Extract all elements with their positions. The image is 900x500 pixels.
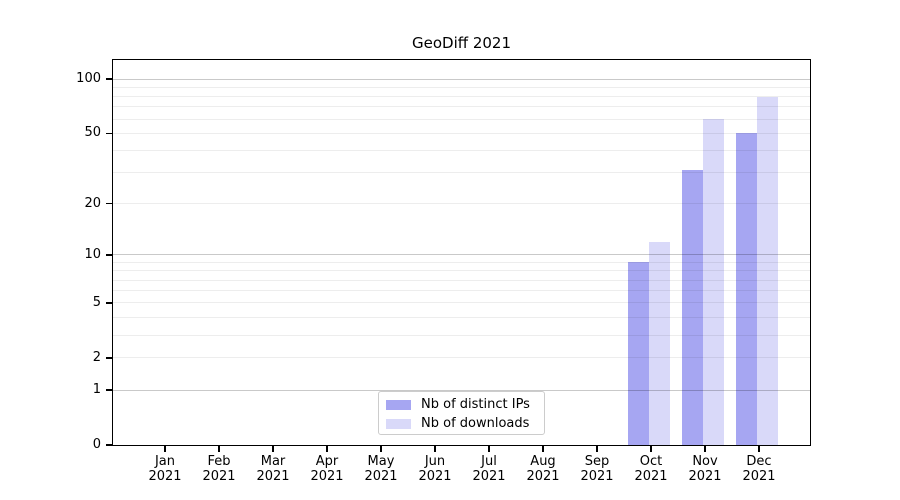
x-tick-oct xyxy=(650,445,652,452)
y-tick-20 xyxy=(106,202,113,205)
plot-area xyxy=(112,59,811,446)
x-tick-dec xyxy=(758,445,760,452)
x-tick-label-year: 2021 xyxy=(418,469,452,484)
x-axis: Jan 2021 Feb 2021 Mar 2021 Apr 2021 May 2021 Jun 20… xyxy=(113,445,810,500)
x-tick-label-month: Sep xyxy=(584,454,610,469)
x-tick-label-month: Feb xyxy=(207,454,231,469)
y-tick-1 xyxy=(106,389,113,391)
y-tick-0 xyxy=(106,444,113,446)
x-tick-label-year: 2021 xyxy=(202,469,236,484)
x-tick-may xyxy=(380,445,382,452)
x-tick-label-apr: Apr 2021 xyxy=(297,454,357,484)
x-tick-mar xyxy=(272,445,274,452)
x-tick-feb xyxy=(218,445,220,452)
y-tick-label-5: 5 xyxy=(92,294,101,310)
y-tick-label-100: 100 xyxy=(76,71,101,87)
y-tick-100 xyxy=(106,78,113,80)
x-tick-label-year: 2021 xyxy=(148,469,182,484)
x-tick-label-year: 2021 xyxy=(742,469,776,484)
x-tick-label-month: Nov xyxy=(692,454,718,469)
x-tick-label-year: 2021 xyxy=(526,469,560,484)
y-tick-label-2: 2 xyxy=(92,349,101,365)
x-tick-nov xyxy=(704,445,706,452)
x-tick-label-month: Mar xyxy=(260,454,286,469)
x-tick-label-month: Oct xyxy=(639,454,663,469)
x-tick-label-jun: Jun 2021 xyxy=(405,454,465,484)
x-tick-label-month: Aug xyxy=(530,454,556,469)
legend-swatch-nb-of-downloads xyxy=(386,418,411,429)
y-tick-label-10: 10 xyxy=(84,246,101,262)
x-tick-label-month: Jul xyxy=(481,454,497,469)
x-tick-label-mar: Mar 2021 xyxy=(243,454,303,484)
y-tick-label-1: 1 xyxy=(92,382,101,398)
x-tick-label-year: 2021 xyxy=(256,469,290,484)
y-tick-50 xyxy=(106,132,113,134)
legend: Nb of distinct IPs Nb of downloads xyxy=(378,391,545,435)
x-tick-label-month: Jun xyxy=(424,454,446,469)
x-tick-label-jul: Jul 2021 xyxy=(459,454,519,484)
y-tick-label-20: 20 xyxy=(84,195,101,211)
x-tick-label-sep: Sep 2021 xyxy=(567,454,627,484)
x-tick-jan xyxy=(164,445,166,452)
x-tick-label-year: 2021 xyxy=(580,469,614,484)
legend-item-nb-of-distinct-ips: Nb of distinct IPs xyxy=(379,395,544,414)
y-tick-label-50: 50 xyxy=(84,125,101,141)
x-tick-label-year: 2021 xyxy=(634,469,668,484)
legend-label-nb-of-downloads: Nb of downloads xyxy=(421,416,530,431)
bar-nb-of-downloads-dec xyxy=(757,96,778,445)
y-tick-2 xyxy=(106,357,113,359)
x-tick-label-year: 2021 xyxy=(310,469,344,484)
chart-title: GeoDiff 2021 xyxy=(411,34,512,52)
x-tick-label-month: Apr xyxy=(315,454,339,469)
y-axis: 0 1 2 5 10 20 50 100 xyxy=(0,60,113,452)
bar-nb-of-distinct-ips-dec xyxy=(736,133,757,445)
x-tick-label-year: 2021 xyxy=(364,469,398,484)
x-tick-sep xyxy=(596,445,598,452)
bar-nb-of-downloads-oct xyxy=(649,241,670,445)
x-tick-label-nov: Nov 2021 xyxy=(675,454,735,484)
x-tick-apr xyxy=(326,445,328,452)
bar-layer xyxy=(113,60,810,445)
x-tick-label-month: Dec xyxy=(746,454,772,469)
legend-item-nb-of-downloads: Nb of downloads xyxy=(379,414,544,433)
x-tick-jul xyxy=(488,445,490,452)
y-tick-10 xyxy=(106,254,113,256)
x-tick-label-month: Jan xyxy=(154,454,176,469)
bar-nb-of-distinct-ips-nov xyxy=(682,170,703,445)
bar-nb-of-downloads-nov xyxy=(703,119,724,445)
bar-nb-of-distinct-ips-oct xyxy=(628,262,649,445)
x-tick-label-dec: Dec 2021 xyxy=(729,454,789,484)
x-tick-label-jan: Jan 2021 xyxy=(135,454,195,484)
x-tick-label-month: May xyxy=(367,454,395,469)
x-tick-label-may: May 2021 xyxy=(351,454,411,484)
x-tick-label-feb: Feb 2021 xyxy=(189,454,249,484)
legend-label-nb-of-distinct-ips: Nb of distinct IPs xyxy=(421,397,530,412)
legend-swatch-nb-of-distinct-ips xyxy=(386,399,411,410)
x-tick-jun xyxy=(434,445,436,452)
x-tick-aug xyxy=(542,445,544,452)
x-tick-label-aug: Aug 2021 xyxy=(513,454,573,484)
y-tick-label-0: 0 xyxy=(92,437,101,452)
y-tick-5 xyxy=(106,302,113,304)
x-tick-label-year: 2021 xyxy=(688,469,722,484)
x-tick-label-oct: Oct 2021 xyxy=(621,454,681,484)
x-tick-label-year: 2021 xyxy=(472,469,506,484)
